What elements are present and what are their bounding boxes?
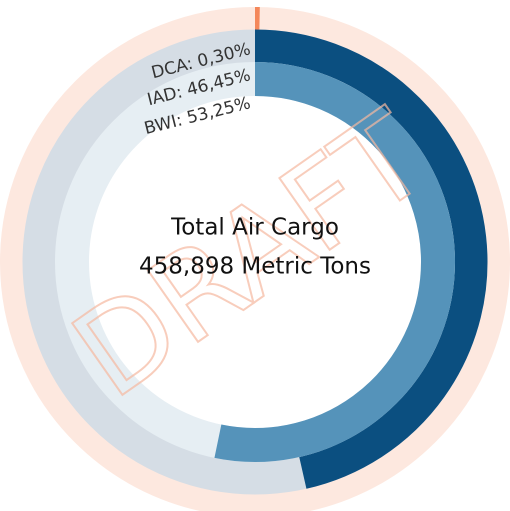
ring-bar bbox=[254, 29, 488, 489]
ring-bar bbox=[214, 62, 455, 462]
center-subtitle: 458,898 Metric Tons bbox=[139, 254, 371, 280]
rings bbox=[0, 7, 510, 511]
center-title: Total Air Cargo bbox=[170, 215, 339, 241]
